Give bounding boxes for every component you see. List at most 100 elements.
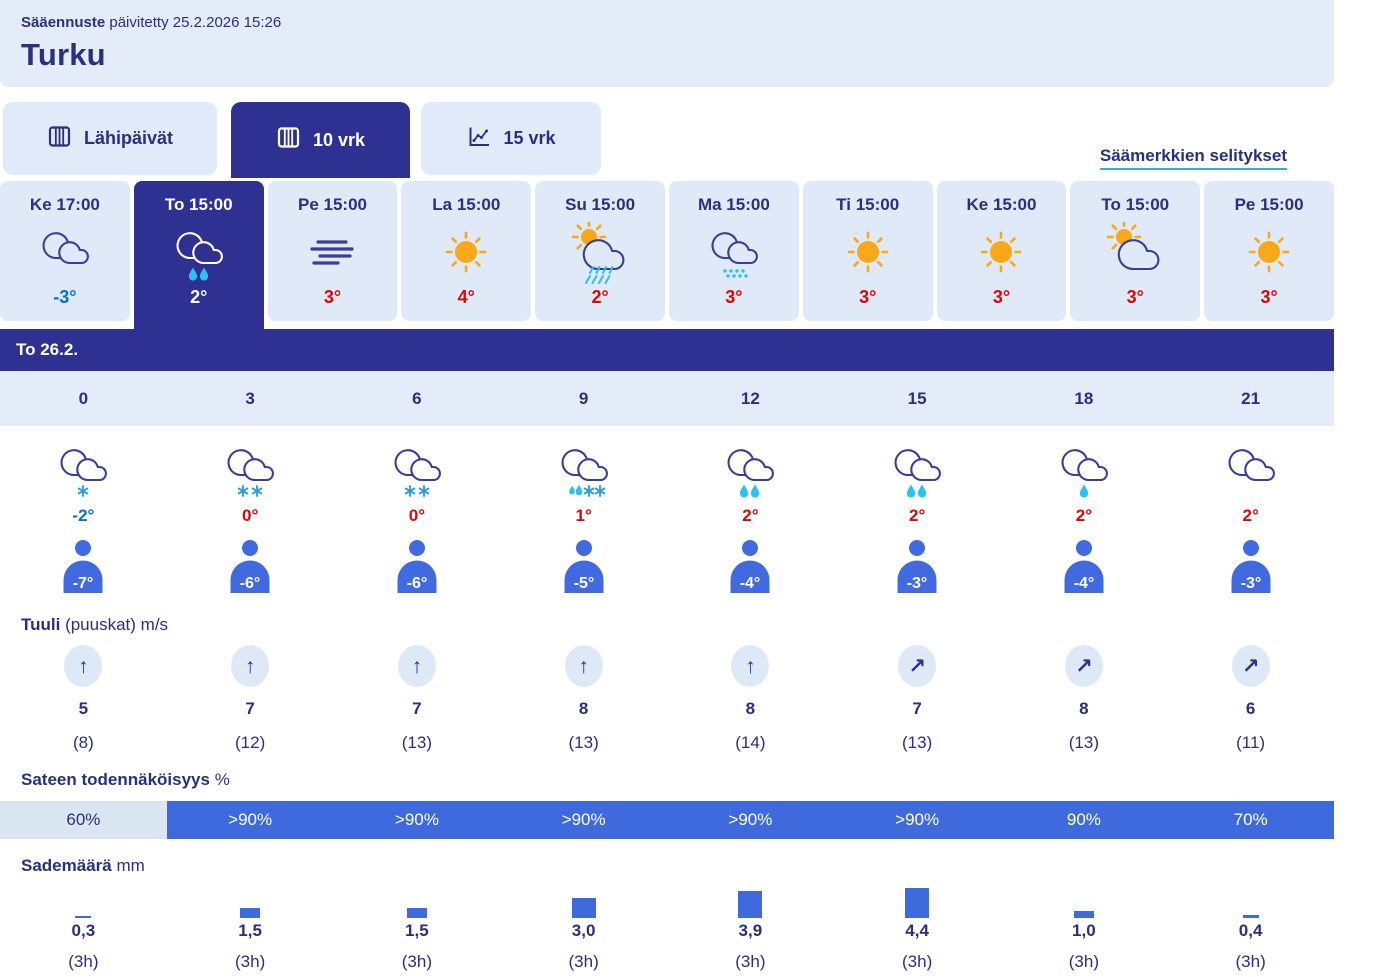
day-label: La 15:00 — [432, 195, 501, 214]
wind-speed-value: 8 — [1079, 699, 1089, 718]
day-cell[interactable]: Pe 15:00 3° — [267, 181, 398, 321]
precip-amount-bar — [1242, 915, 1259, 918]
fog-icon — [300, 217, 364, 291]
tab-15-vrk[interactable]: 15 vrk — [421, 102, 601, 175]
wind-direction-icon: ↑ — [731, 645, 770, 687]
day-cell[interactable]: To 15:00 2° — [133, 181, 264, 329]
hour-temp: 2° — [1075, 506, 1092, 525]
wind-speed-value: 7 — [412, 699, 422, 718]
day-cell[interactable]: Ke 17:00 -3° — [0, 181, 130, 321]
hour-label: 21 — [1241, 388, 1261, 408]
day-label: Pe 15:00 — [297, 195, 367, 214]
wind-direction-cell: ↑ — [667, 645, 834, 687]
tab-label: Lähipäivät — [83, 128, 174, 148]
hour-forecast-cell: 2° — [1001, 439, 1168, 526]
wind-speed-row: 5 7 7 8 8 7 8 6 — [0, 699, 1334, 719]
hour-temp: 2° — [742, 506, 759, 525]
precip-probability-label: Sateen todennäköisyys % — [21, 770, 230, 789]
precip-amount-duration: (3h) — [401, 952, 432, 971]
precip-amount-duration: (3h) — [1068, 952, 1099, 971]
day-label: To 15:00 — [164, 195, 233, 214]
precip-amount-value: 1,5 — [238, 921, 262, 940]
wind-speed-value: 5 — [78, 699, 89, 718]
wind-gust-value: (8) — [72, 733, 94, 752]
clouds-icon — [702, 217, 766, 291]
feels-like-person-icon: -6° — [394, 539, 440, 598]
wind-direction-cell: ↑ — [500, 645, 667, 687]
clouds-icon — [1219, 439, 1283, 508]
feels-like-person-icon: -3° — [1228, 539, 1274, 598]
tab-10-vrk[interactable]: 10 vrk — [231, 102, 410, 178]
precip-amount-duration: (3h) — [235, 952, 266, 971]
precip-amount-cell: 4,4 (3h) — [834, 884, 1001, 972]
precip-amount-value: 1,5 — [405, 921, 429, 940]
sun-icon — [434, 217, 498, 291]
day-cell[interactable]: Ke 15:00 3° — [936, 181, 1067, 321]
selected-day-banner: To 26.2. — [0, 329, 1334, 371]
svg-text:-6°: -6° — [240, 575, 261, 592]
precip-probability-bar: 60% >90% >90% >90% >90% >90% 90% 70% — [0, 801, 1334, 839]
wind-gust-value: (14) — [735, 733, 766, 752]
wind-direction-icon: ↑ — [231, 645, 270, 687]
precip-amount-duration: (3h) — [1235, 952, 1266, 971]
clouds-w-icon — [167, 217, 231, 291]
precip-amount-cell: 0,4 (3h) — [1167, 884, 1334, 972]
hour-temp: 2° — [908, 506, 926, 525]
wind-speed-value: 6 — [1245, 699, 1256, 718]
precip-amount-value: 3,9 — [738, 921, 763, 940]
day-cell[interactable]: Su 15:00 2° — [535, 181, 665, 321]
sun-icon — [1237, 217, 1301, 291]
day-cell[interactable]: Ti 15:00 3° — [802, 181, 933, 321]
wind-direction-row: ↑ ↑ ↑ ↑ ↑ ↗ ↗ ↗ — [0, 645, 1334, 687]
hour-forecast-cell: 0° — [167, 439, 334, 526]
precip-amount-bar — [905, 888, 930, 918]
precip-amount-value: 3,0 — [571, 921, 596, 940]
hour-temp: 1° — [575, 506, 592, 525]
tab-lähipäivät[interactable]: Lähipäivät — [3, 102, 217, 175]
precip-probability-cell: >90% — [333, 801, 501, 839]
tab-label: 10 vrk — [312, 129, 366, 150]
day-cell[interactable]: La 15:00 4° — [401, 181, 532, 321]
feels-like-cell: -4° — [667, 539, 834, 598]
precip-amount-duration: (3h) — [568, 952, 599, 971]
day-temp: 3° — [1260, 287, 1278, 307]
wind-section-label: Tuuli (puuskat) m/s — [21, 615, 169, 634]
svg-text:-4°: -4° — [1074, 575, 1095, 592]
precip-amount-label: Sademäärä mm — [21, 856, 145, 875]
hour-temp: -2° — [72, 506, 95, 525]
weather-forecast-page: Sääennuste päivitetty 25.2.2026 15:26 Tu… — [0, 0, 1334, 972]
svg-text:-3°: -3° — [1240, 575, 1261, 592]
precip-amount-bar — [240, 908, 261, 918]
day-label: Ke 15:00 — [966, 195, 1037, 214]
hour-temp: 2° — [1242, 506, 1259, 525]
wind-direction-icon: ↗ — [1064, 645, 1103, 687]
calendar-icon — [276, 125, 301, 155]
hour-forecast-cell: 2° — [834, 439, 1001, 526]
day-temp: 2° — [591, 287, 609, 307]
legend-link[interactable]: Säämerkkien selitykset — [1099, 146, 1287, 170]
hour-forecast-cell: 2° — [667, 439, 834, 526]
clouds-snow2-icon — [385, 439, 449, 508]
hour-temp: 0° — [408, 506, 425, 525]
precip-amount-value: 1,0 — [1072, 921, 1096, 940]
feels-like-person-icon: -3° — [894, 539, 940, 598]
day-temp: 3° — [725, 287, 743, 307]
wind-gust-value: (12) — [235, 733, 266, 752]
updated-text: päivitetty 25.2.2026 15:26 — [109, 14, 282, 31]
feels-like-cell: -6° — [167, 539, 334, 598]
day-cell[interactable]: To 15:00 3° — [1070, 181, 1201, 321]
day-cell[interactable]: Pe 15:00 3° — [1204, 181, 1334, 321]
wind-direction-cell: ↗ — [1001, 645, 1168, 687]
wind-speed-value: 8 — [578, 699, 589, 718]
day-cell[interactable]: Ma 15:00 3° — [668, 181, 799, 321]
wind-speed-value: 7 — [245, 699, 255, 718]
brand-label: Sääennuste — [21, 14, 106, 31]
precip-amount-value: 4,4 — [905, 921, 929, 940]
hour-label: 15 — [907, 388, 927, 408]
day-label: Ma 15:00 — [697, 195, 770, 214]
feels-like-cell: -4° — [1001, 539, 1168, 598]
clouds-snow2-icon — [218, 439, 282, 508]
hour-labels-row: 0 3 6 9 12 15 18 21 — [0, 371, 1334, 426]
hour-icons-row: -2° 0° 0° 1° 2° 2° 2° 2° — [0, 439, 1334, 526]
precip-probability-cell: >90% — [166, 801, 334, 839]
